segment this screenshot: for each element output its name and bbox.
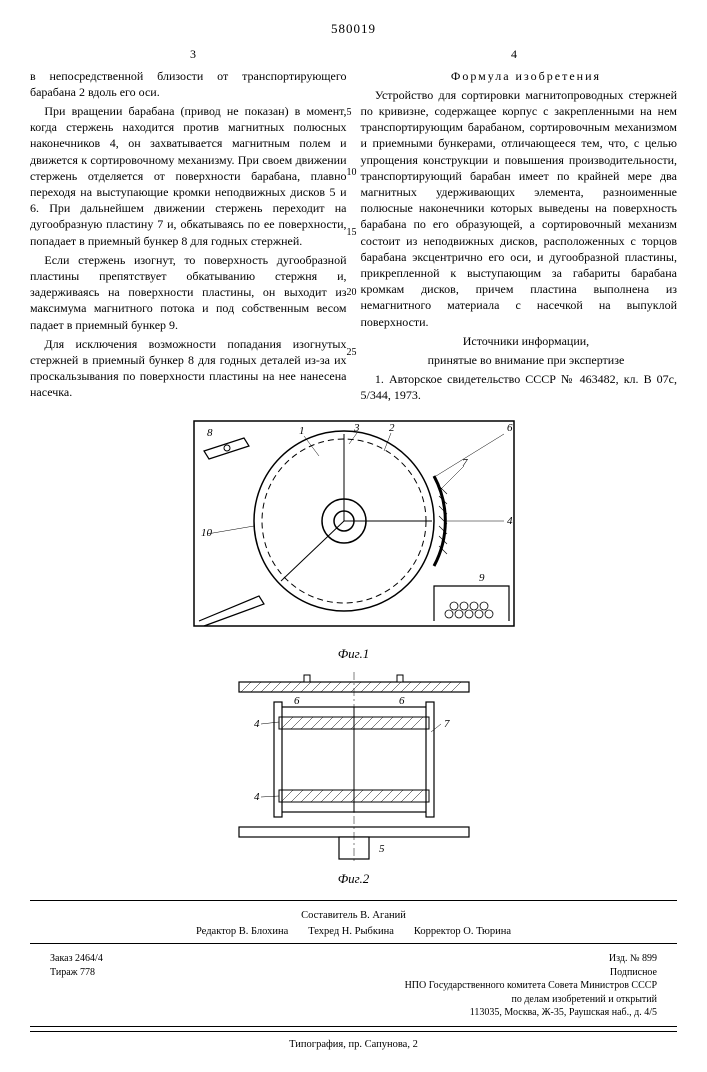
svg-text:2: 2 bbox=[389, 422, 395, 434]
svg-text:4: 4 bbox=[254, 718, 260, 730]
figures-block: 8 1 3 2 7 4 6 10 9 Фиг.1 bbox=[30, 416, 677, 887]
svg-text:6: 6 bbox=[399, 695, 405, 707]
svg-text:9: 9 bbox=[479, 572, 485, 584]
formula-title: Формула изобретения bbox=[361, 68, 678, 84]
svg-text:5: 5 bbox=[379, 843, 385, 855]
svg-text:4: 4 bbox=[507, 515, 513, 527]
fig2-label: Фиг.2 bbox=[219, 870, 489, 888]
sources-title: Источники информации, bbox=[361, 333, 678, 349]
page-numbers: 3 4 bbox=[30, 46, 677, 62]
podpisnoe: Подписное bbox=[354, 966, 658, 980]
para: Для исключения возможности попадания изо… bbox=[30, 336, 347, 401]
address: 113035, Москва, Ж-35, Раушская наб., д. … bbox=[354, 1006, 658, 1020]
page-left: 3 bbox=[190, 46, 196, 62]
para: в непосредственной близости от транспорт… bbox=[30, 68, 347, 100]
fig2-svg: 4 4 6 6 7 5 bbox=[219, 672, 489, 862]
fig1-label: Фиг.1 bbox=[189, 645, 519, 663]
svg-text:6: 6 bbox=[294, 695, 300, 707]
figure-2: 4 4 6 6 7 5 Фиг.2 bbox=[219, 672, 489, 888]
org1: НПО Государственного комитета Совета Мин… bbox=[354, 979, 658, 993]
line-number: 10 bbox=[347, 166, 357, 180]
text-columns: в непосредственной близости от транспорт… bbox=[30, 68, 677, 407]
source-ref: 1. Авторское свидетельство СССР № 463482… bbox=[361, 371, 678, 403]
order: Заказ 2464/4 bbox=[50, 952, 354, 966]
claim-text: Устройство для сортировки магнитопроводн… bbox=[361, 87, 678, 330]
izd: Изд. № 899 bbox=[354, 952, 658, 966]
fig1-svg: 8 1 3 2 7 4 6 10 9 bbox=[189, 416, 519, 636]
corrector: Корректор О. Тюрина bbox=[414, 925, 511, 939]
svg-text:8: 8 bbox=[207, 427, 213, 439]
patent-number: 580019 bbox=[30, 20, 677, 38]
tipografia: Типография, пр. Сапунова, 2 bbox=[30, 1038, 677, 1052]
line-number: 5 bbox=[347, 106, 352, 120]
line-number: 20 bbox=[347, 286, 357, 300]
svg-text:4: 4 bbox=[254, 791, 260, 803]
editor: Редактор В. Блохина bbox=[196, 925, 288, 939]
footer-block: Составитель В. Аганий Редактор В. Блохин… bbox=[30, 900, 677, 1027]
svg-text:3: 3 bbox=[353, 422, 360, 434]
para: При вращении барабана (привод не показан… bbox=[30, 103, 347, 249]
svg-text:7: 7 bbox=[444, 718, 450, 730]
page-right: 4 bbox=[511, 46, 517, 62]
svg-text:6: 6 bbox=[507, 422, 513, 434]
techred: Техред Н. Рыбкина bbox=[308, 925, 394, 939]
para: Если стержень изогнут, то поверхность ду… bbox=[30, 252, 347, 333]
left-column: в непосредственной близости от транспорт… bbox=[30, 68, 347, 407]
compiler: Составитель В. Аганий bbox=[30, 909, 677, 923]
tirazh: Тираж 778 bbox=[50, 966, 354, 980]
right-column: 5 10 15 20 25 Формула изобретения Устрой… bbox=[361, 68, 678, 407]
line-number: 15 bbox=[347, 226, 357, 240]
svg-text:10: 10 bbox=[201, 527, 213, 539]
svg-text:1: 1 bbox=[299, 425, 305, 437]
sources-sub: принятые во внимание при экспертизе bbox=[361, 352, 678, 368]
line-number: 25 bbox=[347, 346, 357, 360]
figure-1: 8 1 3 2 7 4 6 10 9 Фиг.1 bbox=[189, 416, 519, 662]
